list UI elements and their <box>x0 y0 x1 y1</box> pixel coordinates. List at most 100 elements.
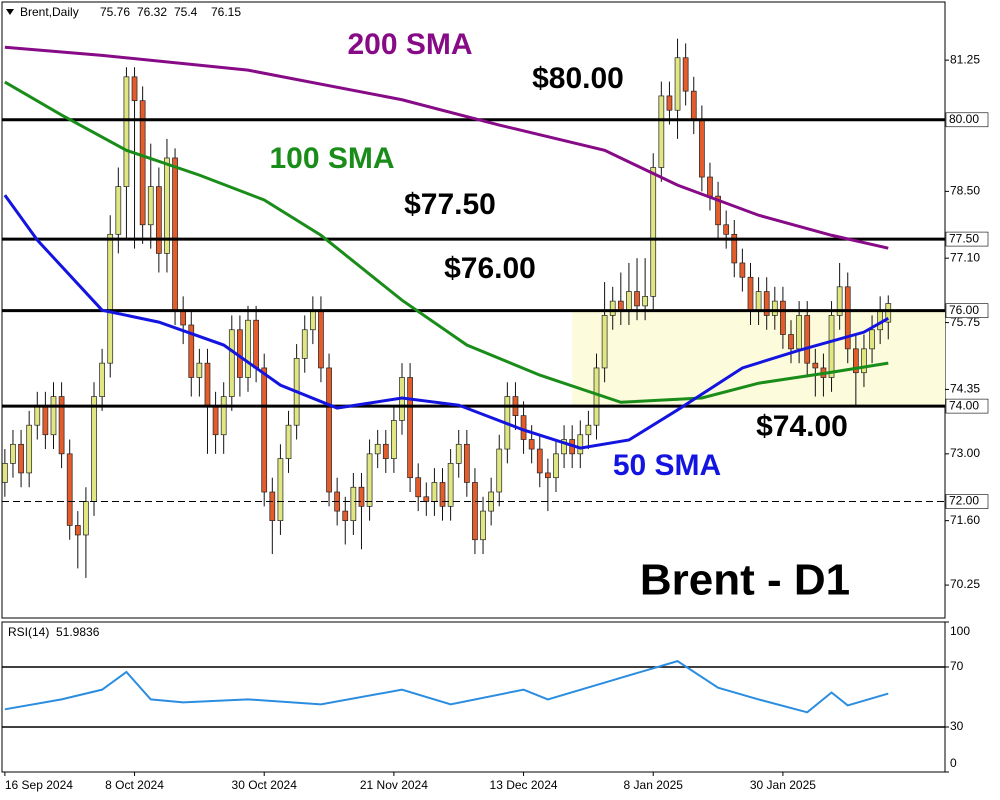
y-tick-label: 73.00 <box>950 446 980 460</box>
candle-body <box>836 286 843 316</box>
candle-body <box>780 300 786 335</box>
candle-body <box>253 319 259 369</box>
candle-body <box>326 367 332 493</box>
candle-body <box>10 443 16 464</box>
sma-label: 100 SMA <box>269 142 394 175</box>
candle-body <box>577 434 584 455</box>
level-annotation: $80.00 <box>532 62 624 95</box>
candle-body <box>172 157 178 312</box>
y-tick-label: 81.25 <box>950 52 980 66</box>
candle-body <box>472 482 478 541</box>
candle-body <box>455 443 462 464</box>
candle-body <box>277 458 284 521</box>
candle-body <box>204 362 211 407</box>
level-annotation: $77.50 <box>404 188 496 221</box>
candle-body <box>115 186 122 235</box>
candle-body <box>666 95 673 111</box>
candle-body <box>731 233 738 264</box>
header-high: 76.32 <box>137 5 167 19</box>
candle-body <box>439 482 446 507</box>
candle-body <box>26 424 33 474</box>
candle-body <box>723 224 730 235</box>
candle-body <box>447 463 454 507</box>
candle-body <box>342 510 349 521</box>
rsi-tick-label: 0 <box>950 756 957 770</box>
candle-body <box>431 482 438 502</box>
candle-body <box>358 486 365 507</box>
candle-body <box>196 362 203 378</box>
candle-body <box>123 76 130 187</box>
rsi-tick-label: 30 <box>950 719 964 733</box>
candle-body <box>747 276 754 312</box>
candle-body <box>520 415 527 440</box>
candle-body <box>42 405 49 436</box>
candle-body <box>188 324 195 378</box>
candle-body <box>83 501 89 536</box>
header-open: 75.76 <box>100 5 130 19</box>
level-label: 76.00 <box>949 303 979 317</box>
candle-body <box>739 262 746 278</box>
candle-body <box>861 348 867 374</box>
candle-body <box>301 329 308 359</box>
x-tick-label: 30 Jan 2025 <box>750 778 816 792</box>
level-box <box>945 398 989 414</box>
candle-body <box>480 510 486 541</box>
candle-body <box>2 463 8 483</box>
candle-body <box>674 57 681 111</box>
header-arrow <box>6 9 14 15</box>
y-tick-label: 71.60 <box>950 513 980 527</box>
candle-body <box>553 453 559 479</box>
candle-body <box>131 76 138 102</box>
candle-body <box>318 310 324 369</box>
sma-line <box>4 45 889 250</box>
candle-body <box>34 405 41 426</box>
rsi-tick-label: 70 <box>950 659 964 673</box>
candle-body <box>626 291 632 312</box>
candle-body <box>804 315 811 364</box>
candle-body <box>374 443 381 455</box>
candle-body <box>350 486 357 521</box>
candle-body <box>139 100 146 226</box>
candle-body <box>844 286 851 350</box>
level-label: 80.00 <box>949 112 979 126</box>
level-box <box>945 112 989 128</box>
candle-body <box>885 303 892 323</box>
candle-body <box>366 453 373 507</box>
y-tick-label: 74.35 <box>950 382 980 396</box>
level-box <box>945 231 989 247</box>
candle-body <box>715 195 721 226</box>
candle-body <box>156 186 162 254</box>
candle-body <box>869 329 875 350</box>
candle-body <box>763 291 770 316</box>
level-label: 74.00 <box>949 398 979 412</box>
sma-label: 50 SMA <box>613 449 721 482</box>
candle-body <box>91 396 97 502</box>
header-close: 76.15 <box>211 5 241 19</box>
candle-body <box>536 448 543 474</box>
candle-body <box>593 367 600 426</box>
candle-body <box>50 396 57 436</box>
candle-body <box>463 443 470 483</box>
x-tick-label: 30 Oct 2024 <box>232 778 298 792</box>
candle-body <box>755 291 762 312</box>
candle-body <box>407 377 413 479</box>
y-tick-label: 77.10 <box>950 250 980 264</box>
candle-body <box>66 453 73 526</box>
candle-body <box>99 362 105 397</box>
level-annotation: $74.00 <box>756 410 848 443</box>
candle-body <box>707 176 713 197</box>
candle-body <box>812 362 819 369</box>
candle-body <box>269 491 276 521</box>
level-label: 77.50 <box>949 231 979 245</box>
candle-body <box>382 443 389 459</box>
y-tick-label: 75.75 <box>950 315 980 329</box>
candle-body <box>220 396 227 436</box>
candle-body <box>699 119 705 178</box>
candle-body <box>212 405 219 436</box>
header-low: 75.4 <box>174 5 198 19</box>
header: Brent,Daily <box>20 5 79 19</box>
rsi-label: RSI(14) <box>8 625 49 639</box>
candle-body <box>415 477 422 498</box>
candle-body <box>147 186 154 226</box>
